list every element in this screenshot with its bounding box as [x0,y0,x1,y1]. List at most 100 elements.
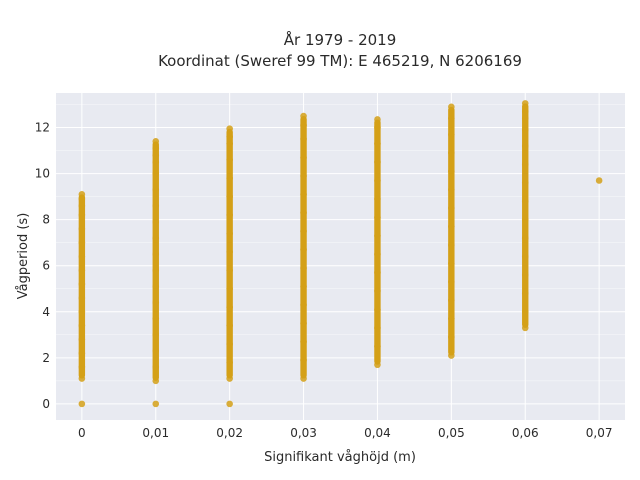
data-point [78,294,86,302]
data-point [521,161,529,168]
data-point [374,158,381,166]
data-point [152,170,160,177]
data-point [78,239,86,246]
data-point [448,149,455,157]
y-tick-label: 0 [42,397,50,411]
data-point [374,269,381,276]
data-point [300,264,307,272]
data-point [226,174,233,182]
data-point [78,202,86,210]
data-point [226,133,233,141]
data-point [374,324,381,332]
data-point [226,140,233,147]
data-point [448,103,455,111]
chart-title-line1: År 1979 - 2019 [284,30,397,49]
data-point [152,202,160,210]
data-point [521,308,529,316]
data-point [300,227,307,235]
data-point [152,400,160,408]
x-tick-label: 0 [78,426,86,440]
data-point [521,179,529,187]
x-tick-label: 0,04 [364,426,391,440]
data-point [521,142,529,150]
data-point [152,363,160,371]
y-tick-label: 10 [35,167,50,181]
data-point [448,333,455,341]
y-axis-label: Vågperiod (s) [16,213,31,300]
data-point [448,223,455,230]
data-point [448,278,455,286]
data-point [152,138,160,145]
point-band [522,103,529,328]
y-tick-label: 6 [42,259,50,273]
data-point [226,375,233,382]
data-point [78,195,86,203]
data-point [300,135,307,143]
data-point [78,253,86,260]
data-point [448,260,455,267]
data-point [226,211,233,219]
data-point [521,108,529,115]
data-point [300,356,307,364]
data-point [374,343,381,350]
data-point [78,400,86,408]
data-point [152,377,160,385]
data-point [78,308,86,316]
data-point [226,230,233,237]
data-point [374,361,381,369]
x-tick-label: 0,02 [216,426,243,440]
data-point [152,331,160,339]
data-point [374,232,381,240]
data-point [448,296,455,304]
data-point [226,156,233,164]
x-tick-label: 0,03 [290,426,317,440]
data-point [226,340,233,348]
data-point [448,186,455,194]
data-point [448,241,455,249]
data-point [374,250,381,258]
y-tick-label: 2 [42,351,50,365]
data-point [448,352,455,359]
plot-area [56,93,625,420]
y-tick-labels: 0 2 4 6 8 10 12 [35,121,50,411]
data-point [226,125,233,132]
data-point [226,359,233,366]
data-point [152,267,160,274]
data-point [300,172,307,180]
data-point [152,299,160,306]
data-point [78,349,86,357]
data-point [300,338,307,346]
data-point [374,287,381,295]
data-point [300,319,307,327]
data-point [78,322,86,329]
y-tick-label: 12 [35,121,50,135]
x-tick-labels: 0 0,01 0,02 0,03 0,04 0,05 0,06 0,07 [78,426,612,440]
data-point [374,306,381,313]
data-point [374,116,381,123]
data-point [152,151,160,159]
data-point [152,315,160,322]
data-point [300,375,307,382]
data-point [374,214,381,221]
data-point [521,253,529,260]
data-point [226,193,233,200]
data-point [300,154,307,161]
data-point [78,363,86,371]
data-point [448,115,455,122]
data-point [152,234,160,242]
data-point [521,126,529,134]
data-point [226,322,233,329]
data-point [300,191,307,198]
data-point [521,100,529,107]
data-point [226,267,233,274]
data-point [300,209,307,217]
data-point [521,234,529,242]
data-point [78,267,86,274]
data-point [521,197,529,205]
x-tick-label: 0,05 [438,426,465,440]
data-point [300,121,307,129]
data-point [521,115,529,122]
data-point [152,250,160,258]
